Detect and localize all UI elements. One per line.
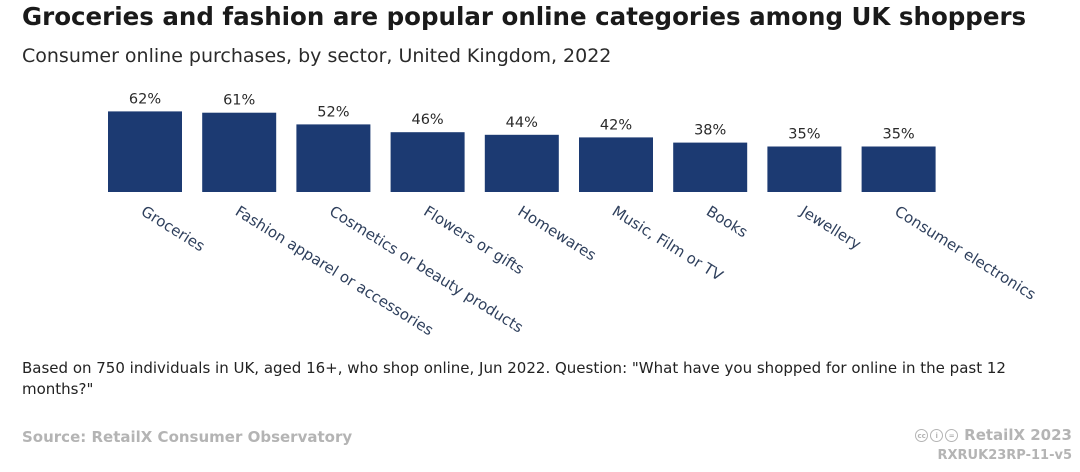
category-label: Jewellery: [796, 202, 864, 254]
bar-chart: 62% Groceries 61% Fashion apparel or access…: [108, 91, 1039, 339]
bar-5: [579, 137, 653, 192]
value-label: 62%: [129, 91, 161, 107]
equals-icon: =: [945, 428, 959, 442]
bar-7: [767, 146, 842, 192]
category-label: Fashion apparel or accessories: [232, 202, 437, 339]
report-code: RXRUK23RP-11-v5: [937, 448, 1072, 463]
chart-title: Groceries and fashion are popular online…: [22, 2, 1027, 31]
category-label: Consumer electronics: [891, 202, 1039, 304]
value-label: 35%: [788, 127, 820, 143]
bar-2: [296, 124, 371, 192]
value-label: 46%: [411, 112, 443, 128]
brand-label: RetailX 2023: [964, 426, 1072, 444]
bar-1: [202, 112, 277, 192]
category-label: Books: [703, 202, 751, 241]
value-label: 44%: [506, 115, 538, 131]
bar-8: [861, 146, 936, 192]
brand-credit: cc i = RetailX 2023: [915, 426, 1072, 444]
bar-0: [108, 111, 182, 192]
source-credit: Source: RetailX Consumer Observatory: [22, 428, 353, 446]
category-label: Groceries: [138, 202, 208, 255]
value-label: 61%: [223, 93, 255, 109]
footnote: Based on 750 individuals in UK, aged 16+…: [22, 359, 1006, 398]
category-label: Cosmetics or beauty products: [326, 202, 526, 336]
category-label: Homewares: [515, 202, 600, 264]
bar-6: [673, 142, 748, 192]
creative-commons-icon: cc: [915, 428, 929, 442]
bar-3: [390, 132, 465, 192]
bar-4: [484, 134, 559, 192]
value-label: 38%: [694, 123, 726, 139]
value-label: 35%: [882, 127, 914, 143]
chart-subtitle: Consumer online purchases, by sector, Un…: [22, 45, 612, 67]
value-label: 52%: [317, 104, 349, 120]
value-label: 42%: [600, 117, 632, 133]
license-icons: cc i =: [915, 428, 959, 442]
attribution-icon: i: [930, 428, 944, 442]
